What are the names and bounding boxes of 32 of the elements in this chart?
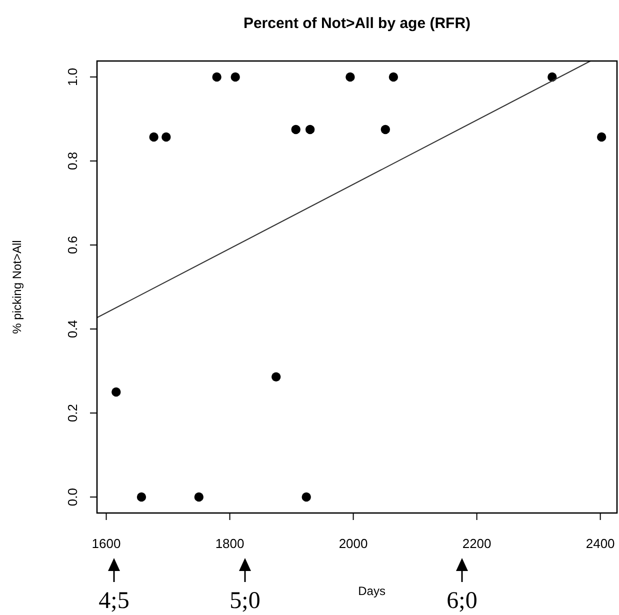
point — [212, 72, 222, 82]
point — [271, 372, 281, 382]
x-tick-label: 2400 — [586, 536, 615, 551]
y-tick-label: 0.8 — [65, 152, 80, 170]
point — [230, 72, 240, 82]
point — [291, 124, 300, 134]
y-tick-label: 0.4 — [65, 320, 80, 338]
y-tick-label: 0.0 — [65, 488, 80, 506]
point — [596, 132, 606, 142]
point — [136, 492, 146, 502]
point — [149, 132, 158, 142]
x-tick-label: 2200 — [462, 536, 492, 551]
y-tick-label: 0.2 — [65, 404, 80, 422]
point — [302, 492, 311, 502]
x-tick-label: 1800 — [215, 536, 244, 551]
text: 4;5 — [98, 588, 130, 614]
point — [305, 124, 315, 134]
point — [194, 492, 204, 502]
x-tick-label: 2000 — [338, 536, 368, 551]
text: 6;0 — [446, 588, 478, 614]
y-tick-label: 0.6 — [65, 236, 80, 254]
text: 5;0 — [230, 588, 260, 614]
chart-title: Percent of Not>All by age (RFR) — [243, 15, 471, 32]
point — [388, 72, 398, 82]
x-axis-title: Days — [358, 584, 386, 598]
y-tick-label: 1.0 — [65, 68, 80, 86]
point — [112, 387, 121, 397]
point — [380, 124, 390, 134]
point — [346, 72, 355, 82]
point — [162, 132, 171, 142]
x-tick-label: 1600 — [92, 536, 121, 551]
y-axis-title: % picking Not>All — [10, 240, 24, 334]
